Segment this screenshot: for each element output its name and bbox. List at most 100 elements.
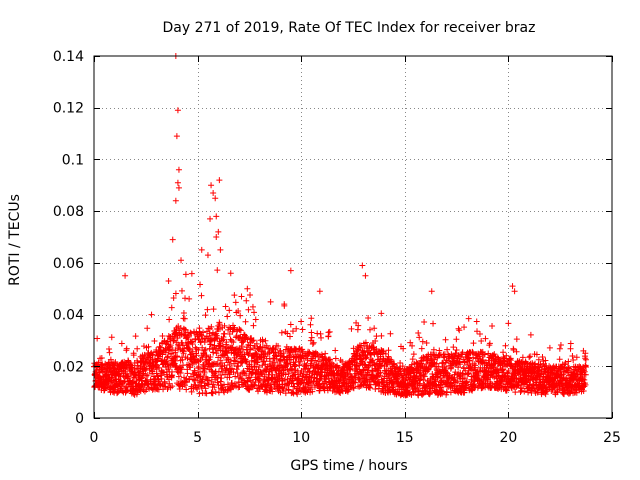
data-point xyxy=(308,382,315,389)
data-point xyxy=(562,359,569,366)
data-point xyxy=(232,299,239,306)
data-point xyxy=(569,352,576,359)
data-point xyxy=(420,376,427,383)
data-point xyxy=(436,352,443,359)
data-point xyxy=(409,342,416,349)
y-tick-label: 0.08 xyxy=(53,204,84,220)
data-point xyxy=(289,328,296,335)
data-point xyxy=(526,354,533,361)
data-point xyxy=(210,306,217,313)
data-point xyxy=(95,369,102,376)
data-point xyxy=(481,351,488,358)
data-point xyxy=(99,361,106,368)
data-point xyxy=(209,390,216,397)
data-point xyxy=(207,215,214,222)
data-point xyxy=(503,387,510,394)
data-point xyxy=(277,389,284,396)
data-point xyxy=(362,339,369,346)
data-point xyxy=(208,323,215,330)
data-point xyxy=(278,329,285,336)
data-point xyxy=(554,388,561,395)
data-point xyxy=(167,342,174,349)
data-point xyxy=(310,339,317,346)
data-point xyxy=(409,356,416,363)
data-point xyxy=(240,338,247,345)
data-point xyxy=(363,354,370,361)
data-point xyxy=(166,345,173,352)
data-point xyxy=(107,356,114,363)
data-point xyxy=(223,365,230,372)
data-point xyxy=(215,228,222,235)
data-point xyxy=(327,356,334,363)
data-point xyxy=(224,313,231,320)
data-point xyxy=(567,340,574,347)
data-point xyxy=(359,262,366,269)
data-point xyxy=(228,365,235,372)
data-point xyxy=(428,288,435,295)
data-point xyxy=(151,338,158,345)
data-point xyxy=(455,325,462,332)
data-point xyxy=(285,386,292,393)
data-point xyxy=(110,360,117,367)
data-point xyxy=(387,330,394,337)
data-point xyxy=(358,370,365,377)
data-point xyxy=(173,133,180,140)
data-point xyxy=(232,373,239,380)
data-point xyxy=(249,303,256,310)
data-point xyxy=(385,347,392,354)
data-point xyxy=(181,315,188,322)
data-point xyxy=(415,330,422,337)
data-point xyxy=(108,334,115,341)
data-point xyxy=(174,335,181,342)
data-point xyxy=(143,386,150,393)
data-point xyxy=(198,246,205,253)
data-point xyxy=(252,316,259,323)
data-point xyxy=(208,389,215,396)
data-point xyxy=(94,335,101,342)
data-point xyxy=(243,372,250,379)
data-point xyxy=(202,312,209,319)
data-point xyxy=(106,346,113,353)
data-point xyxy=(500,366,507,373)
data-point xyxy=(293,325,300,332)
data-point xyxy=(308,358,315,365)
data-point xyxy=(250,382,257,389)
data-point xyxy=(197,373,204,379)
data-point xyxy=(309,341,316,348)
data-point xyxy=(471,378,478,385)
data-point xyxy=(159,351,166,358)
data-point xyxy=(462,367,469,374)
data-point xyxy=(180,348,187,355)
data-point xyxy=(302,383,309,390)
data-point xyxy=(179,356,186,363)
data-point xyxy=(269,388,276,395)
data-point xyxy=(251,309,258,316)
data-point xyxy=(356,383,363,390)
data-point xyxy=(253,340,260,347)
data-point xyxy=(170,295,177,302)
data-point xyxy=(557,341,564,348)
data-point xyxy=(502,342,509,349)
data-point xyxy=(413,373,420,380)
data-point xyxy=(251,381,258,388)
data-point xyxy=(123,345,130,352)
data-point xyxy=(512,389,519,396)
data-point xyxy=(370,374,377,381)
data-point xyxy=(195,382,202,389)
data-point xyxy=(238,343,245,350)
data-point xyxy=(134,345,141,352)
data-point xyxy=(202,346,209,353)
data-point xyxy=(149,352,156,359)
data-point xyxy=(226,307,233,314)
data-point xyxy=(251,363,258,370)
data-point xyxy=(320,384,327,391)
data-point xyxy=(154,373,161,380)
data-point xyxy=(465,315,472,322)
data-point xyxy=(132,333,139,340)
data-point xyxy=(208,367,215,374)
data-point xyxy=(522,359,529,366)
data-point xyxy=(506,356,513,363)
data-point xyxy=(339,358,346,365)
data-point xyxy=(199,354,206,361)
